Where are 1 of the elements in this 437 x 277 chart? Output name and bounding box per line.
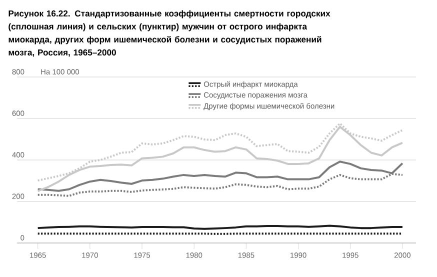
chart-title: Рисунок 16.22. Стандартизованные коэффициенты смертности городских (сплошная линия) и сельских (пунктир) мужчин от острого инфаркта миокарда, других форм ишемической болезни и сосудистых поражений мозга, Россия, 1965–2000 [8,10,330,57]
